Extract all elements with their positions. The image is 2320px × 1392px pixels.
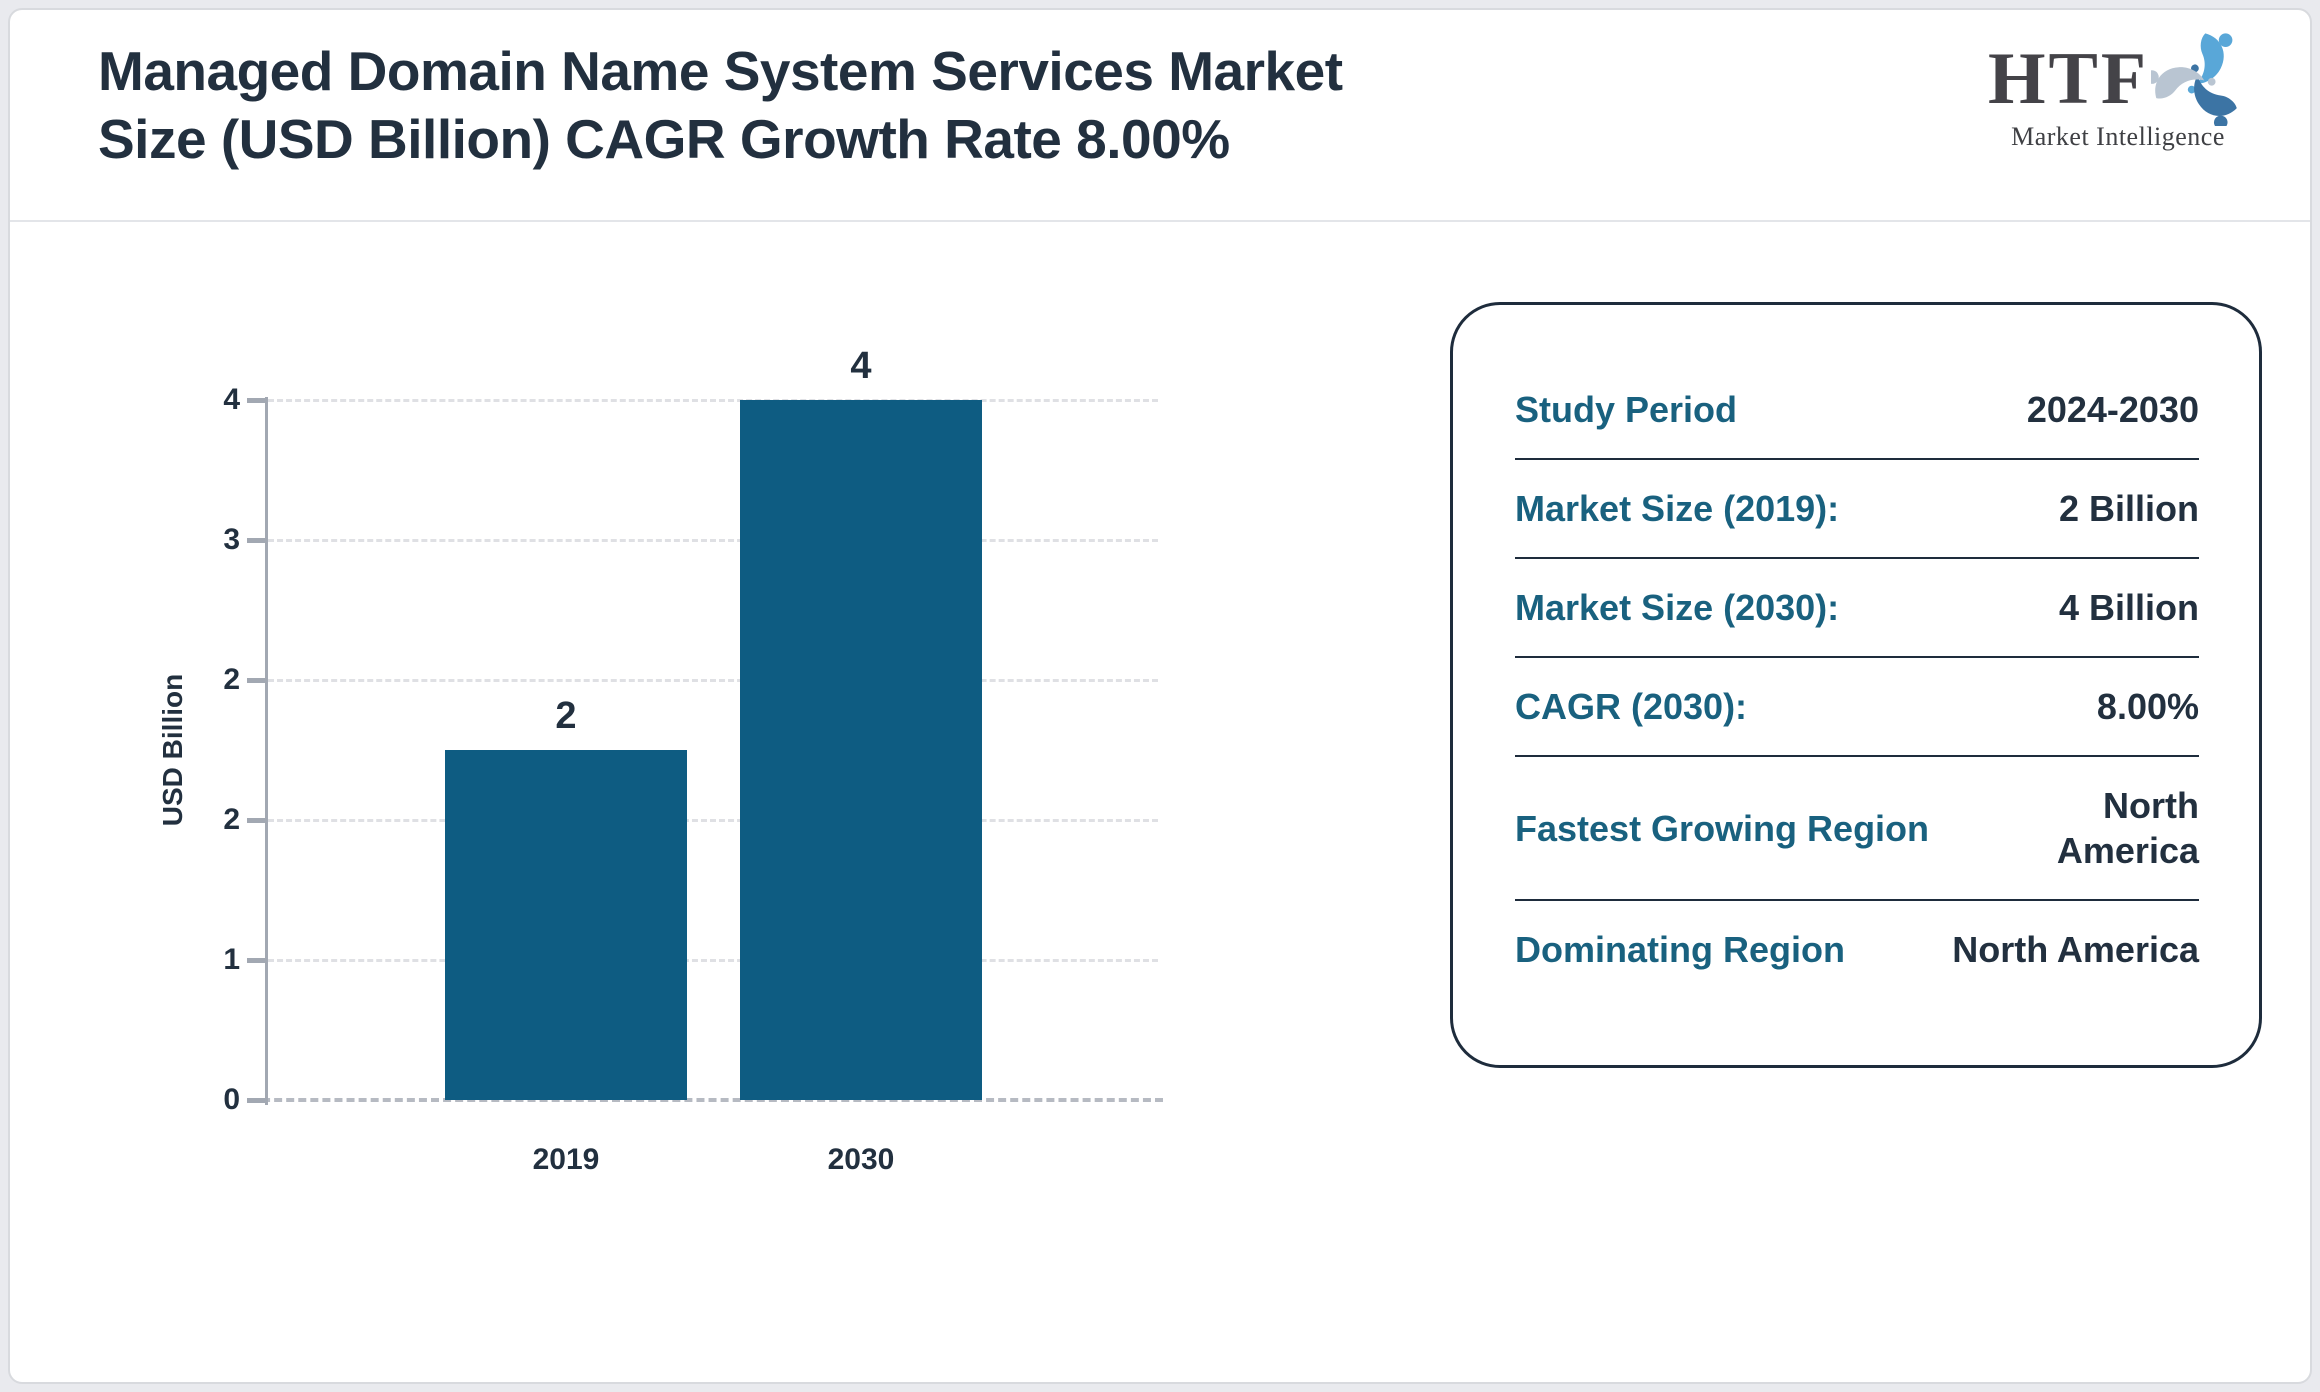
x-axis-baseline [250, 1098, 1163, 1102]
info-row: Market Size (2030): 4 Billion [1515, 559, 2199, 658]
y-tick-label: 1 [223, 943, 240, 976]
info-row-label: CAGR (2030): [1515, 686, 1748, 727]
bar-2019 [445, 750, 687, 1100]
y-tick-label: 2 [223, 803, 240, 836]
content: 0 1 2 2 3 4 USD Billion 2 2019 4 2030 Study Period… [10, 222, 2310, 1374]
header: Managed Domain Name System Services Mark… [10, 10, 2310, 220]
info-row: Market Size (2019): 2 Billion [1515, 460, 2199, 559]
y-tick [247, 398, 267, 403]
y-tick-label: 0 [223, 1083, 240, 1116]
y-tick-label: 4 [223, 383, 240, 416]
info-row-label: Market Size (2019): [1515, 488, 1840, 529]
info-row-value: North America [2056, 785, 2199, 871]
info-row: CAGR (2030): 8.00% [1515, 658, 2199, 757]
y-tick-label: 3 [223, 523, 240, 556]
bar-value-label: 4 [850, 345, 872, 387]
gridline [268, 679, 1158, 682]
info-row-value: 2 Billion [2058, 488, 2199, 529]
y-tick [247, 678, 267, 683]
gridline [268, 539, 1158, 542]
info-row-value: 4 Billion [2058, 587, 2199, 628]
bar-value-label: 2 [555, 695, 577, 737]
gridline [268, 959, 1158, 962]
info-row-value: 8.00% [2096, 686, 2199, 727]
info-row: Study Period 2024-2030 [1515, 345, 2199, 460]
y-tick [247, 958, 267, 963]
page-title: Managed Domain Name System Services Mark… [98, 40, 1343, 170]
htf-logo-text: HTF [1988, 38, 2150, 120]
info-row-label: Market Size (2030): [1515, 587, 1840, 628]
gridline [268, 399, 1158, 402]
y-tick [247, 818, 267, 823]
y-tick [247, 538, 267, 543]
info-row-value: 2024-2030 [2026, 389, 2199, 430]
info-row: Fastest Growing Region North America [1515, 757, 2199, 901]
bar-2030 [740, 400, 982, 1100]
info-row-label: Dominating Region [1515, 929, 1845, 970]
y-tick-label: 2 [223, 663, 240, 696]
htf-logo-swirl-icon [2151, 33, 2237, 126]
htf-logo-row: HTF [1988, 32, 2248, 126]
report-panel: Managed Domain Name System Services Mark… [8, 8, 2312, 1384]
y-axis-line [265, 397, 268, 1105]
info-row: Dominating Region North America [1515, 901, 2199, 998]
gridline [268, 819, 1158, 822]
info-card: Study Period 2024-2030 Market Size (2019):… [1450, 302, 2262, 1068]
header-divider [10, 220, 2310, 222]
x-tick-label: 2019 [532, 1143, 600, 1176]
htf-logo-subtext: Market Intelligence [2011, 122, 2225, 151]
info-row-value: North America [1952, 929, 2199, 970]
info-row-label: Study Period [1515, 389, 1738, 430]
x-tick-label: 2030 [827, 1143, 895, 1176]
y-tick [247, 1098, 267, 1103]
htf-logo: HTF [1988, 32, 2248, 152]
y-axis-title: USD Billion [157, 673, 188, 827]
info-row-label: Fastest Growing Region [1515, 807, 1930, 849]
